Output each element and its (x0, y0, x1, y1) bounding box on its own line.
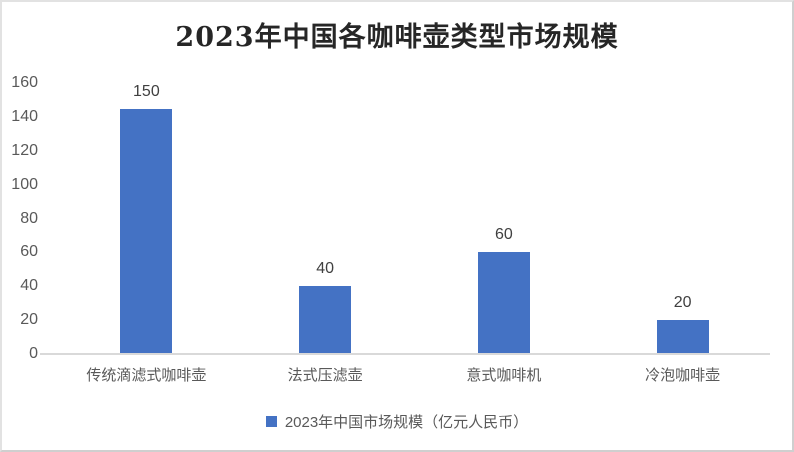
y-axis-tick-label: 0 (29, 345, 38, 362)
bar (120, 109, 173, 354)
y-axis-tick-label: 120 (11, 141, 38, 159)
y-axis: 0 20 40 60 80 100 120 140 160 (4, 74, 38, 362)
bar (656, 320, 709, 354)
x-axis-category-label: 法式压滤壶 (287, 367, 363, 384)
bar-column: 60 (415, 83, 594, 354)
bar-column: 150 (57, 83, 236, 354)
x-axis-category-label: 传统滴滤式咖啡壶 (86, 367, 207, 384)
plot-area: 150 40 60 20 (57, 83, 772, 354)
y-axis-tick-label: 40 (20, 277, 38, 295)
bar (299, 286, 352, 354)
chart-title: 2023年中国各咖啡壶类型市场规模 (175, 22, 619, 53)
y-axis-tick-label: 140 (11, 107, 38, 125)
bar-column: 20 (593, 83, 772, 354)
x-axis-line (40, 353, 770, 355)
legend-series-label: 2023年中国市场规模（亿元人民币） (284, 414, 529, 431)
bar-data-label: 40 (316, 260, 335, 278)
x-axis-category-label: 意式咖啡机 (466, 367, 542, 384)
legend-marker-icon (265, 416, 277, 427)
y-axis-tick-label: 60 (20, 243, 38, 261)
legend: 2023年中国市场规模（亿元人民币） (2, 411, 792, 432)
bar (477, 252, 530, 354)
y-axis-tick-label: 20 (20, 311, 38, 329)
bar-data-label: 150 (133, 83, 160, 100)
x-axis-category-labels: 传统滴滤式咖啡壶 法式压滤壶 意式咖啡机 冷泡咖啡壶 (57, 364, 772, 385)
y-axis-tick-label: 80 (20, 209, 38, 227)
y-axis-tick-label: 160 (11, 74, 38, 91)
bar-data-label: 60 (494, 226, 513, 244)
x-axis-category-label: 冷泡咖啡壶 (645, 367, 721, 384)
bar-column: 40 (236, 83, 415, 354)
y-axis-tick-label: 100 (11, 175, 38, 193)
bar-data-label: 20 (673, 294, 692, 312)
